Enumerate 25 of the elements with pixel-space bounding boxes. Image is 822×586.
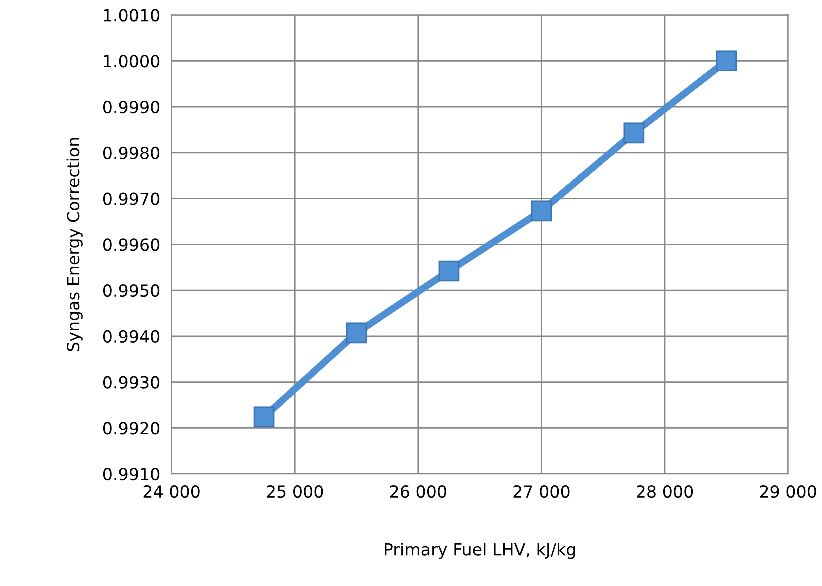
x-tick-label: 24 000 xyxy=(144,485,200,498)
x-axis-title: Primary Fuel LHV, kJ/kg xyxy=(385,542,576,560)
y-tick-label: 0.9990 xyxy=(103,100,160,114)
point xyxy=(531,200,552,222)
x-tick-label: 28 000 xyxy=(637,485,694,498)
y-tick-label: 0.9960 xyxy=(103,238,160,252)
y-tick-label: 0.9970 xyxy=(103,192,160,206)
x-tick-label: 26 000 xyxy=(390,485,446,498)
y-tick-label: 0.9980 xyxy=(103,146,160,160)
x-tick-label: 25 000 xyxy=(267,485,324,498)
y-tick-label: 0.9910 xyxy=(103,468,160,481)
x-tick-label: 27 000 xyxy=(514,485,570,498)
y-axis-title: Syngas Energy Correction xyxy=(66,138,83,352)
y-tick-label: 0.9920 xyxy=(103,422,160,435)
point xyxy=(716,50,738,72)
point xyxy=(254,406,275,428)
y-tick-label: 0.9930 xyxy=(103,376,160,389)
point xyxy=(438,260,460,282)
point xyxy=(624,122,645,144)
x-tick-label: 29 000 xyxy=(760,485,816,498)
y-tick-label: 1.0000 xyxy=(104,55,160,68)
y-tick-label: 0.9950 xyxy=(103,284,160,298)
y-tick-label: 0.9940 xyxy=(103,330,160,343)
point xyxy=(346,322,368,344)
y-tick-label: 1.0010 xyxy=(104,9,160,22)
